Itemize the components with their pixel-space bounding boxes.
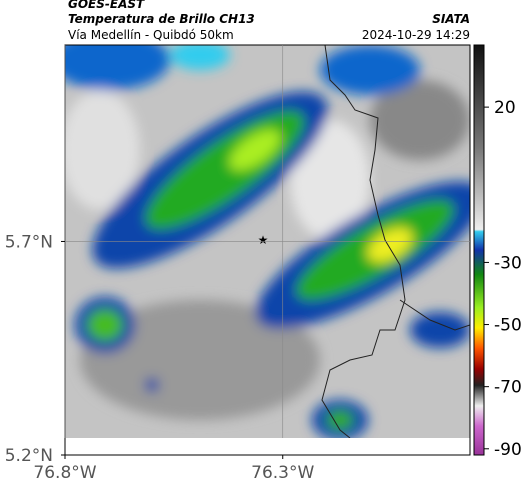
colorbar-tick-label: -70 <box>494 378 522 398</box>
colorbar-tick-label: -50 <box>494 316 522 336</box>
route: Vía Medellín - Quibdó 50km <box>68 28 234 42</box>
source: SIATA <box>432 12 470 26</box>
x-tick-label: 76.3°W <box>251 463 314 483</box>
colorbar <box>473 44 485 456</box>
colorbar-tick-label: -90 <box>494 440 522 460</box>
datetime: 2024-10-29 14:29 <box>362 28 470 42</box>
x-tick-label: 76.8°W <box>33 463 96 483</box>
y-tick-label: 5.2°N <box>5 446 53 466</box>
colorbar-tick-label: 20 <box>494 98 516 118</box>
subtitle: Temperatura de Brillo CH13 <box>68 12 255 26</box>
y-tick-label: 5.7°N <box>5 232 53 252</box>
station-marker: ★ <box>258 233 269 247</box>
title: GOES-EAST <box>68 0 145 11</box>
colorbar-tick-label: -30 <box>494 253 522 273</box>
satellite-image <box>65 45 470 438</box>
